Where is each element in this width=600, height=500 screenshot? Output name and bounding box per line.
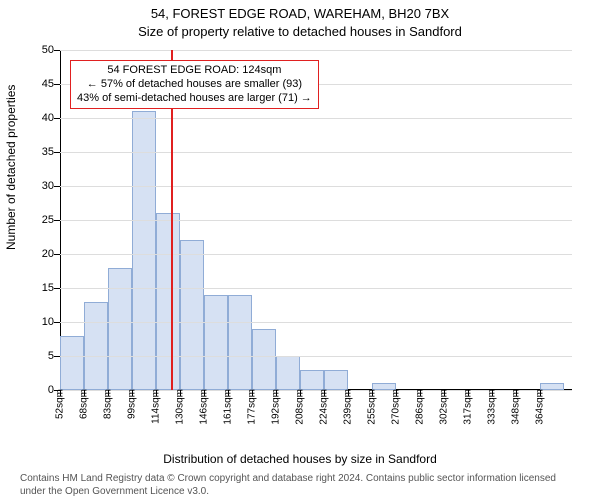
x-tick-label: 364sqm <box>535 389 546 425</box>
histogram-bar <box>132 111 156 390</box>
annotation-box: 54 FOREST EDGE ROAD: 124sqm← 57% of deta… <box>70 60 319 109</box>
x-tick-label: 177sqm <box>247 389 258 425</box>
y-tick-label: 25 <box>24 214 54 226</box>
histogram-chart: { "chart":{ "type":"histogram", "title_l… <box>0 0 600 500</box>
y-axis-label: Number of detached properties <box>4 85 18 250</box>
chart-title-1: 54, FOREST EDGE ROAD, WAREHAM, BH20 7BX <box>0 6 600 21</box>
y-tick <box>54 322 60 323</box>
x-tick-label: 239sqm <box>343 389 354 425</box>
y-tick <box>54 288 60 289</box>
x-tick-label: 302sqm <box>439 389 450 425</box>
gridline <box>60 186 572 187</box>
x-tick-label: 286sqm <box>415 389 426 425</box>
x-tick-label: 208sqm <box>295 389 306 425</box>
y-tick-label: 20 <box>24 248 54 260</box>
x-tick-label: 114sqm <box>151 389 162 424</box>
y-tick <box>54 186 60 187</box>
y-tick-label: 30 <box>24 180 54 192</box>
histogram-bar <box>180 240 204 390</box>
x-tick-label: 317sqm <box>463 389 474 425</box>
x-axis-label: Distribution of detached houses by size … <box>0 452 600 466</box>
x-tick-label: 52sqm <box>55 389 66 419</box>
histogram-bar <box>228 295 252 390</box>
gridline <box>60 322 572 323</box>
y-tick <box>54 50 60 51</box>
x-tick-label: 333sqm <box>487 389 498 425</box>
histogram-bar <box>84 302 108 390</box>
chart-title-2: Size of property relative to detached ho… <box>0 24 600 39</box>
histogram-bar <box>276 356 300 390</box>
x-tick-label: 99sqm <box>127 389 138 419</box>
x-tick-label: 270sqm <box>391 389 402 425</box>
gridline <box>60 254 572 255</box>
anno-line-1: 54 FOREST EDGE ROAD: 124sqm <box>77 64 312 78</box>
histogram-bar <box>204 295 228 390</box>
histogram-bar <box>252 329 276 390</box>
y-tick-label: 0 <box>24 384 54 396</box>
y-tick <box>54 254 60 255</box>
anno-line-2: ← 57% of detached houses are smaller (93… <box>77 78 312 92</box>
gridline <box>60 220 572 221</box>
gridline <box>60 288 572 289</box>
anno-line-3: 43% of semi-detached houses are larger (… <box>77 92 312 106</box>
y-tick-label: 5 <box>24 350 54 362</box>
y-tick-label: 10 <box>24 316 54 328</box>
y-tick-label: 35 <box>24 146 54 158</box>
gridline <box>60 152 572 153</box>
y-tick-label: 15 <box>24 282 54 294</box>
gridline <box>60 356 572 357</box>
x-tick-label: 161sqm <box>223 389 234 425</box>
y-tick-label: 40 <box>24 112 54 124</box>
arrow-left-icon: ← <box>87 78 98 90</box>
x-tick-label: 224sqm <box>319 389 330 425</box>
histogram-bar <box>108 268 132 390</box>
x-tick-label: 68sqm <box>79 389 90 419</box>
x-tick-label: 255sqm <box>367 389 378 425</box>
x-tick-label: 348sqm <box>511 389 522 425</box>
y-tick <box>54 220 60 221</box>
histogram-bar <box>300 370 324 390</box>
y-tick <box>54 152 60 153</box>
y-tick-label: 50 <box>24 44 54 56</box>
arrow-right-icon: → <box>301 92 312 104</box>
y-tick <box>54 84 60 85</box>
x-tick-label: 146sqm <box>199 389 210 425</box>
plot-area: 0510152025303540455052sqm68sqm83sqm99sqm… <box>60 50 572 390</box>
y-tick <box>54 118 60 119</box>
histogram-bar <box>156 213 180 390</box>
histogram-bar <box>324 370 348 390</box>
histogram-bar <box>60 336 84 390</box>
x-tick-label: 130sqm <box>175 389 186 425</box>
x-tick-label: 83sqm <box>103 389 114 419</box>
y-tick-label: 45 <box>24 78 54 90</box>
y-tick <box>54 356 60 357</box>
gridline <box>60 118 572 119</box>
attribution-text: Contains HM Land Registry data © Crown c… <box>20 473 580 498</box>
gridline <box>60 50 572 51</box>
x-tick-label: 192sqm <box>271 389 282 425</box>
